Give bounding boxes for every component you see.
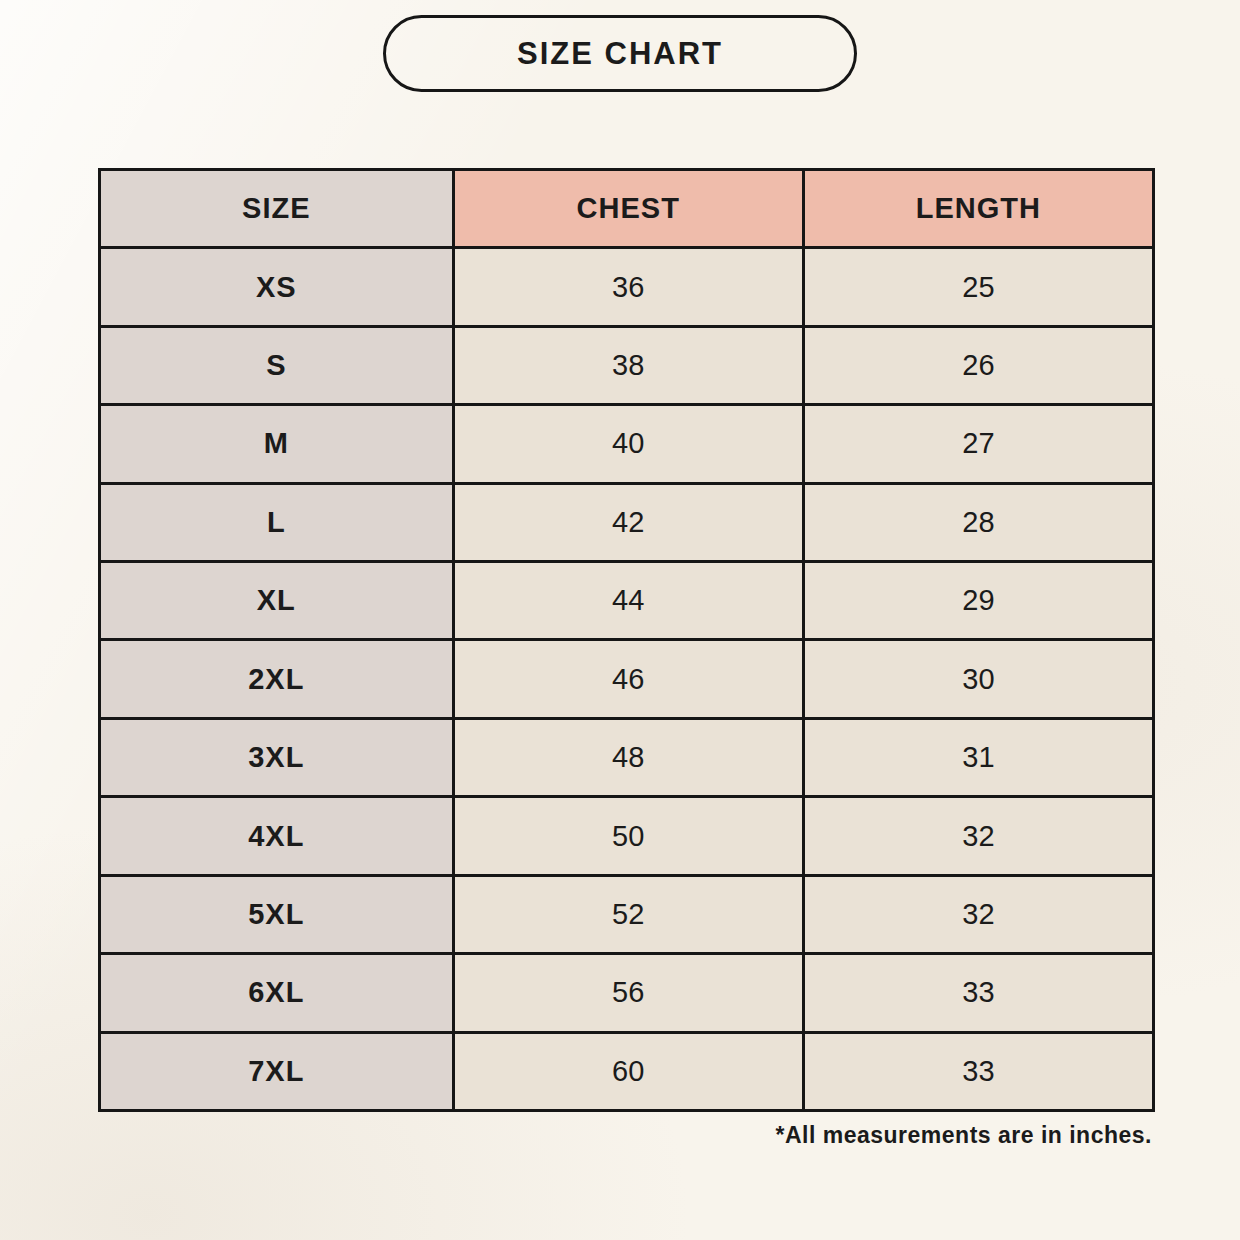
length-cell: 28 xyxy=(805,485,1152,560)
length-cell: 26 xyxy=(805,328,1152,403)
length-cell: 31 xyxy=(805,720,1152,795)
length-cell: 33 xyxy=(805,955,1152,1030)
size-cell: L xyxy=(101,485,452,560)
column-header-size: SIZE xyxy=(101,171,452,246)
size-cell: 2XL xyxy=(101,641,452,716)
chest-cell: 44 xyxy=(455,563,802,638)
size-cell: M xyxy=(101,406,452,481)
size-cell: 5XL xyxy=(101,877,452,952)
size-cell: 3XL xyxy=(101,720,452,795)
size-chart-title-pill: SIZE CHART xyxy=(383,15,857,92)
size-chart-page: { "title": "SIZE CHART", "footnote": "*A… xyxy=(0,0,1240,1240)
length-cell: 25 xyxy=(805,249,1152,324)
size-cell: 7XL xyxy=(101,1034,452,1109)
column-header-chest: CHEST xyxy=(455,171,802,246)
chest-cell: 46 xyxy=(455,641,802,716)
chest-cell: 60 xyxy=(455,1034,802,1109)
size-chart-table: SIZE CHEST LENGTH XS 36 25 S 38 26 M 40 … xyxy=(98,168,1155,1112)
chest-cell: 56 xyxy=(455,955,802,1030)
size-cell: XS xyxy=(101,249,452,324)
column-header-length: LENGTH xyxy=(805,171,1152,246)
size-cell: 4XL xyxy=(101,798,452,873)
length-cell: 30 xyxy=(805,641,1152,716)
length-cell: 33 xyxy=(805,1034,1152,1109)
chest-cell: 52 xyxy=(455,877,802,952)
chest-cell: 50 xyxy=(455,798,802,873)
size-cell: XL xyxy=(101,563,452,638)
length-cell: 29 xyxy=(805,563,1152,638)
size-cell: S xyxy=(101,328,452,403)
size-cell: 6XL xyxy=(101,955,452,1030)
chest-cell: 36 xyxy=(455,249,802,324)
page-title: SIZE CHART xyxy=(517,36,723,72)
chest-cell: 38 xyxy=(455,328,802,403)
chest-cell: 42 xyxy=(455,485,802,560)
length-cell: 32 xyxy=(805,798,1152,873)
chest-cell: 40 xyxy=(455,406,802,481)
chest-cell: 48 xyxy=(455,720,802,795)
length-cell: 32 xyxy=(805,877,1152,952)
measurements-footnote: *All measurements are in inches. xyxy=(776,1122,1153,1149)
length-cell: 27 xyxy=(805,406,1152,481)
